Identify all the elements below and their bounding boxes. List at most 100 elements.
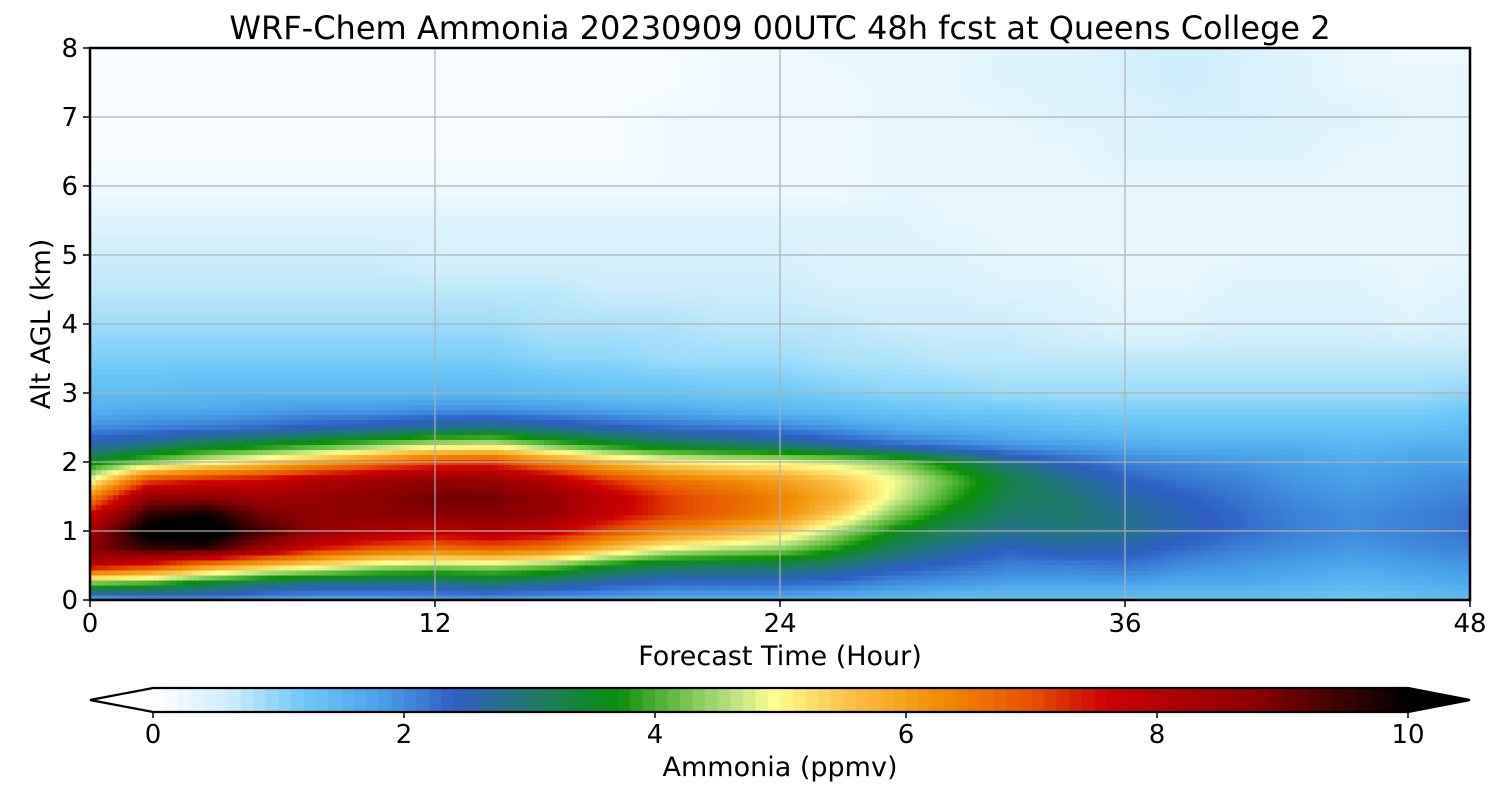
heatmap-cell	[406, 560, 412, 566]
heatmap-cell	[1068, 495, 1074, 501]
heatmap-cell	[395, 510, 401, 516]
heatmap-cell	[257, 500, 263, 506]
heatmap-cell	[792, 560, 798, 566]
heatmap-cell	[958, 545, 964, 551]
heatmap-cell	[993, 555, 999, 561]
heatmap-cell	[355, 495, 361, 501]
heatmap-cell	[286, 525, 292, 531]
heatmap-cell	[199, 570, 205, 576]
heatmap-cell	[700, 510, 706, 516]
heatmap-cell	[930, 520, 936, 526]
heatmap-cell	[1206, 545, 1212, 551]
heatmap-cell	[901, 565, 907, 571]
heatmap-cell	[1338, 585, 1344, 591]
heatmap-cell	[142, 505, 148, 511]
heatmap-cell	[475, 535, 481, 541]
heatmap-cell	[1068, 505, 1074, 511]
heatmap-cell	[573, 500, 579, 506]
heatmap-cell	[148, 510, 154, 516]
heatmap-cell	[96, 570, 102, 576]
heatmap-cell	[769, 520, 775, 526]
heatmap-cell	[1441, 585, 1447, 591]
heatmap-cell	[1137, 535, 1143, 541]
heatmap-cell	[1280, 555, 1286, 561]
heatmap-cell	[516, 510, 522, 516]
heatmap-cell	[654, 505, 660, 511]
heatmap-cell	[832, 590, 838, 596]
heatmap-cell	[757, 525, 763, 531]
heatmap-cell	[1298, 510, 1304, 516]
heatmap-cell	[176, 495, 182, 501]
heatmap-cell	[613, 545, 619, 551]
heatmap-cell	[585, 565, 591, 571]
heatmap-cell	[125, 515, 131, 521]
heatmap-cell	[372, 555, 378, 561]
heatmap-cell	[113, 565, 119, 571]
heatmap-cell	[556, 510, 562, 516]
heatmap-cell	[895, 560, 901, 566]
heatmap-cell	[217, 560, 223, 566]
heatmap-cell	[619, 515, 625, 521]
heatmap-cell	[1148, 575, 1154, 581]
heatmap-cell	[740, 525, 746, 531]
heatmap-cell	[953, 560, 959, 566]
heatmap-cell	[401, 510, 407, 516]
heatmap-cell	[1217, 525, 1223, 531]
heatmap-cell	[228, 505, 234, 511]
heatmap-cell	[1407, 575, 1413, 581]
heatmap-cell	[889, 525, 895, 531]
heatmap-cell	[1171, 500, 1177, 506]
heatmap-cell	[1453, 545, 1459, 551]
heatmap-cell	[498, 500, 504, 506]
heatmap-cell	[1395, 575, 1401, 581]
heatmap-cell	[182, 570, 188, 576]
heatmap-cell	[297, 495, 303, 501]
heatmap-cell	[395, 495, 401, 501]
heatmap-cell	[573, 510, 579, 516]
heatmap-cell	[1142, 545, 1148, 551]
heatmap-cell	[1395, 555, 1401, 561]
heatmap-cell	[378, 575, 384, 581]
heatmap-cell	[349, 495, 355, 501]
heatmap-cell	[263, 575, 269, 581]
heatmap-cell	[470, 510, 476, 516]
heatmap-cell	[1079, 590, 1085, 596]
heatmap-cell	[1022, 580, 1028, 586]
heatmap-cell	[1200, 585, 1206, 591]
heatmap-cell	[1079, 505, 1085, 511]
heatmap-cell	[705, 495, 711, 501]
heatmap-cell	[487, 535, 493, 541]
heatmap-cell	[924, 590, 930, 596]
heatmap-cell	[1033, 560, 1039, 566]
heatmap-cell	[1292, 590, 1298, 596]
heatmap-cell	[671, 580, 677, 586]
heatmap-cell	[1367, 545, 1373, 551]
heatmap-cell	[907, 510, 913, 516]
heatmap-cell	[930, 515, 936, 521]
heatmap-cell	[481, 525, 487, 531]
heatmap-cell	[901, 515, 907, 521]
heatmap-cell	[1395, 570, 1401, 576]
heatmap-cell	[435, 505, 441, 511]
heatmap-cell	[314, 510, 320, 516]
heatmap-cell	[222, 505, 228, 511]
heatmap-cell	[970, 525, 976, 531]
heatmap-cell	[562, 505, 568, 511]
heatmap-cell	[930, 565, 936, 571]
heatmap-cell	[1338, 570, 1344, 576]
heatmap-cell	[498, 545, 504, 551]
heatmap-cell	[792, 555, 798, 561]
heatmap-cell	[631, 520, 637, 526]
heatmap-cell	[562, 500, 568, 506]
heatmap-cell	[498, 590, 504, 596]
heatmap-cell	[608, 545, 614, 551]
heatmap-cell	[746, 515, 752, 521]
heatmap-cell	[487, 590, 493, 596]
heatmap-cell	[493, 515, 499, 521]
heatmap-cell	[763, 510, 769, 516]
heatmap-cell	[803, 540, 809, 546]
heatmap-cell	[1033, 555, 1039, 561]
heatmap-cell	[544, 575, 550, 581]
heatmap-cell	[861, 495, 867, 501]
heatmap-cell	[297, 585, 303, 591]
